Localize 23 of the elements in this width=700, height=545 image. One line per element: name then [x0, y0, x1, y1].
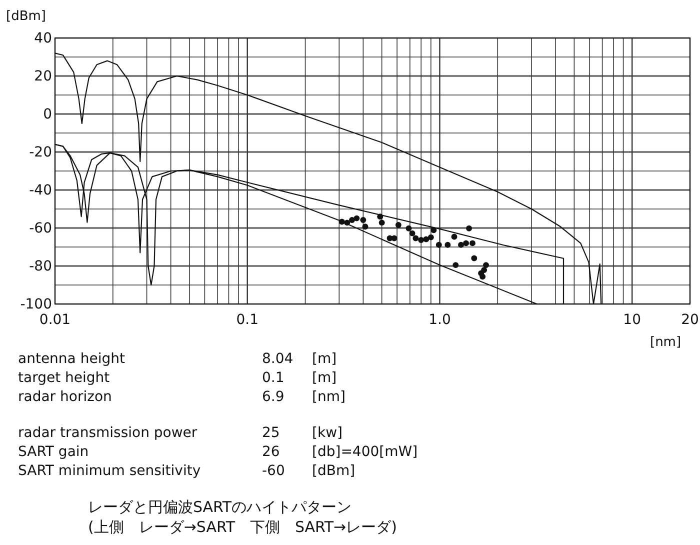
x-tick-label: 0.01 — [39, 312, 71, 328]
y-tick-label: -40 — [29, 182, 52, 198]
y-tick-label: -80 — [29, 258, 52, 274]
y-tick-label: 0 — [43, 106, 52, 122]
x-axis-title: [nm] — [650, 335, 682, 350]
text: radar transmission power 25 [kw] — [18, 425, 342, 441]
x-tick-label: 20 — [681, 312, 699, 328]
text: レーダと円偏波SARTのハイトパターン — [88, 498, 352, 516]
text: antenna height 8.04 [m] — [18, 351, 337, 367]
text: radar horizon 6.9 [nm] — [18, 389, 346, 405]
text: target height 0.1 [m] — [18, 370, 337, 386]
text: SART minimum sensitivity -60 [dBm] — [18, 463, 356, 479]
y-axis-title: [dBm] — [6, 9, 46, 24]
y-tick-label: -20 — [29, 144, 52, 160]
text: (上側 レーダ→SART 下側 SART→レーダ) — [88, 518, 397, 536]
x-tick-label: 0.1 — [236, 312, 258, 328]
y-tick-label: 40 — [34, 30, 52, 46]
y-tick-label: -60 — [29, 220, 52, 236]
y-tick-label: 20 — [34, 68, 52, 84]
x-tick-label: 10 — [623, 312, 642, 328]
x-tick-label: 1.0 — [428, 312, 451, 328]
y-tick-label: -100 — [20, 296, 52, 312]
text: SART gain 26 [db]=400[mW] — [18, 444, 418, 460]
